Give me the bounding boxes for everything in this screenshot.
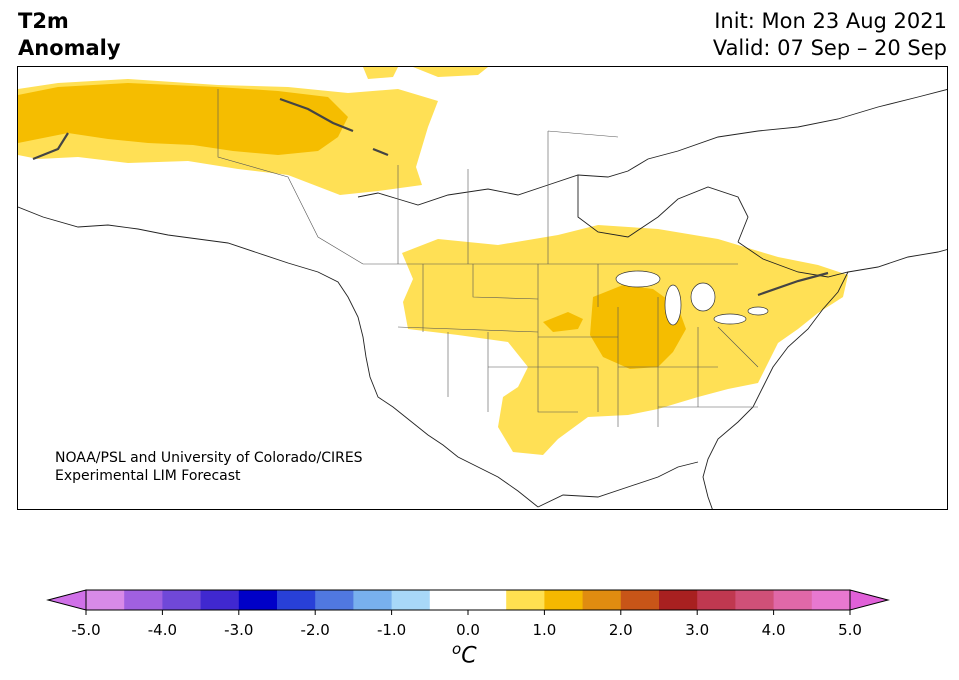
colorbar-tick-label: -2.0 — [301, 621, 330, 639]
colorbar-segment — [773, 590, 813, 610]
lakes — [615, 270, 769, 326]
colorbar-segment — [315, 590, 354, 610]
colorbar-tick-label: 3.0 — [685, 621, 709, 639]
init-date: Init: Mon 23 Aug 2021 — [714, 9, 947, 33]
rivers — [32, 97, 829, 297]
colorbar-tick-label: -3.0 — [224, 621, 253, 639]
colorbar-under-triangle — [46, 589, 87, 611]
credit-line2: Experimental LIM Forecast — [55, 468, 241, 484]
colorbar-tick-label: -4.0 — [148, 621, 177, 639]
map-canvas — [18, 67, 947, 509]
colorbar-tick-label: 0.0 — [456, 621, 480, 639]
colorbar-segment — [468, 590, 507, 610]
credit-line1: NOAA/PSL and University of Colorado/CIRE… — [55, 450, 363, 466]
colorbar-ticks: -5.0 -4.0 -3.0 -2.0 -1.0 0.0 1.0 2.0 3.0 4.0 5.0 — [71, 610, 862, 639]
colorbar-segment — [697, 590, 736, 610]
colorbar-segment — [124, 590, 163, 610]
colorbar: -5.0 -4.0 -3.0 -2.0 -1.0 0.0 1.0 2.0 3.0 4.0 5.0 — [46, 589, 890, 639]
credit-text: NOAA/PSL and University of Colorado/CIRE… — [55, 449, 363, 485]
anomaly-map — [17, 66, 948, 510]
colorbar-segment — [811, 590, 851, 610]
colorbar-tick-label: 5.0 — [838, 621, 862, 639]
colorbar-segment — [429, 590, 469, 610]
colorbar-segment — [544, 590, 584, 610]
colorbar-segment — [506, 590, 545, 610]
colorbar-tick-label: -1.0 — [377, 621, 406, 639]
unit-symbol: C — [461, 643, 477, 669]
colorbar-segment — [620, 590, 660, 610]
colorbar-segment — [391, 590, 431, 610]
colorbar-tick-label: -5.0 — [71, 621, 100, 639]
colorbar-segment — [162, 590, 202, 610]
title-line2: Anomaly — [18, 36, 121, 60]
colorbar-segment — [582, 590, 622, 610]
colorbar-tick-label: 1.0 — [532, 621, 556, 639]
colorbar-tick-label: 4.0 — [762, 621, 786, 639]
date-info: Init: Mon 23 Aug 2021 Valid: 07 Sep – 20… — [713, 8, 947, 62]
unit-prefix: o — [452, 640, 462, 658]
colorbar-segment — [353, 590, 393, 610]
colorbar-segment — [659, 590, 698, 610]
valid-range: Valid: 07 Sep – 20 Sep — [712, 36, 947, 60]
anomaly-region-medium — [18, 83, 686, 369]
colorbar-segment — [200, 590, 240, 610]
colorbar-segments — [86, 590, 851, 610]
coastlines — [18, 89, 947, 509]
colorbar-over-triangle — [849, 589, 890, 611]
colorbar-segment — [238, 590, 278, 610]
state-borders — [217, 89, 759, 427]
title-line1: T2m — [18, 9, 69, 33]
colorbar-segment — [735, 590, 775, 610]
colorbar-segment — [277, 590, 316, 610]
colorbar-tick-label: 2.0 — [609, 621, 633, 639]
colorbar-segment — [86, 590, 125, 610]
map-title: T2m Anomaly — [18, 8, 121, 62]
colorbar-unit-label: oC — [452, 640, 477, 668]
